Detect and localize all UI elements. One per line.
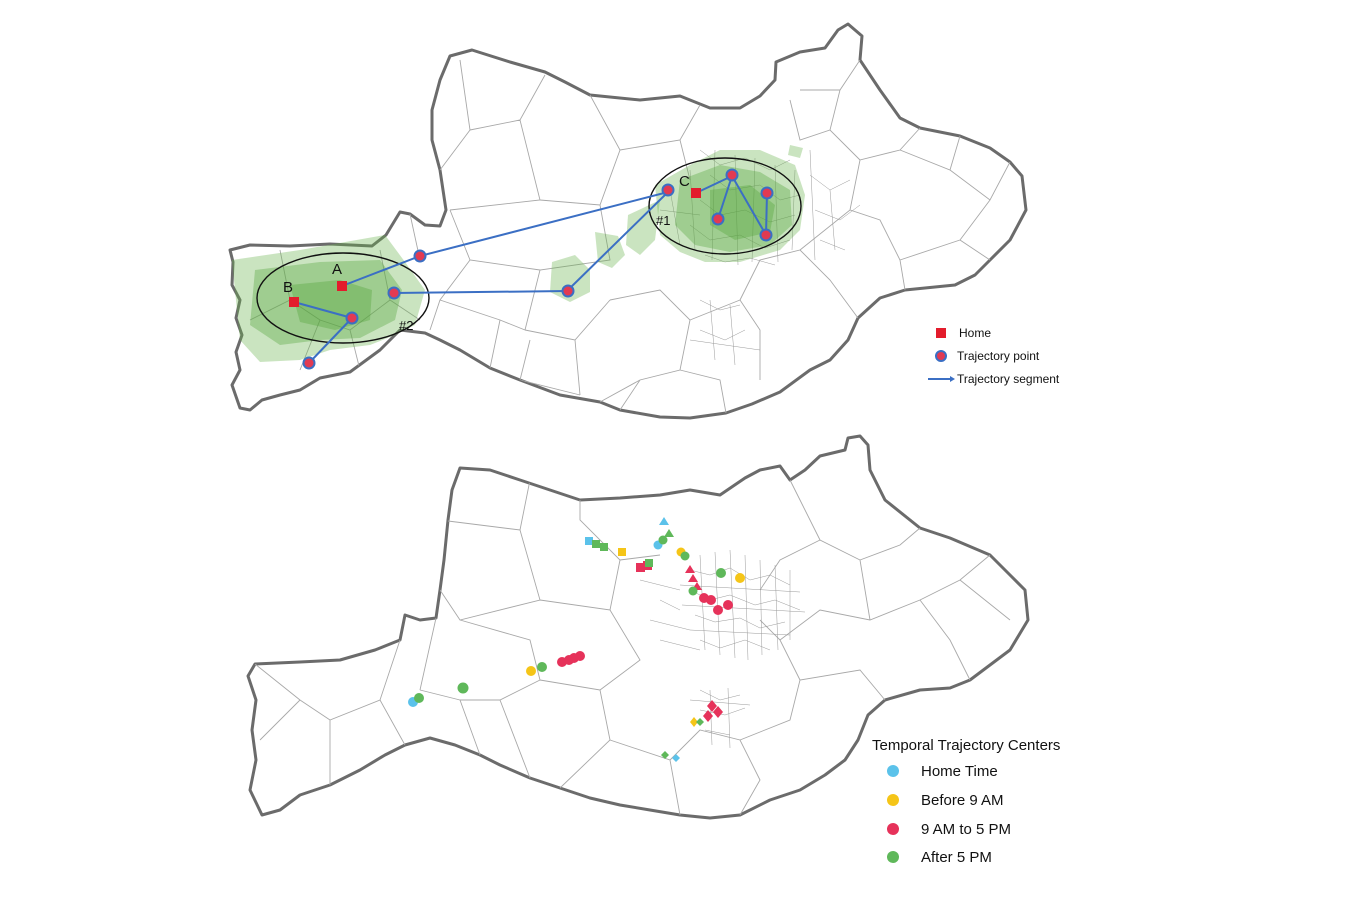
- legend-after-5pm-dot: [887, 851, 899, 863]
- top-legend: [928, 328, 955, 382]
- 9am-to-5pm-marker: [713, 605, 723, 615]
- legend-trajectory-point-icon: [935, 350, 947, 362]
- legend-trajectory-segment-label: Trajectory segment: [957, 372, 1060, 386]
- trajectory-points: [302, 168, 774, 370]
- trajectory-point: [345, 311, 359, 325]
- bottom-trajectory-centers: [408, 517, 745, 762]
- legend-home-time-label: Home Time: [921, 763, 998, 780]
- top-map: A B C #1 #2: [228, 22, 1028, 420]
- home-b-label: B: [283, 279, 293, 296]
- after-5pm-marker: [661, 751, 669, 759]
- after-5pm-marker: [658, 535, 668, 545]
- after-5pm-marker: [716, 568, 726, 578]
- bottom-region-outline: [246, 434, 1030, 820]
- home-a-marker: [337, 281, 347, 291]
- legend-home-label: Home: [959, 326, 992, 340]
- trajectory-point: [302, 356, 316, 370]
- legend-before-9am-label: Before 9 AM: [921, 792, 1004, 809]
- cluster-2-ellipse: [256, 252, 430, 344]
- trajectory-segments: [293, 175, 768, 364]
- 9am-to-5pm-marker: [575, 651, 585, 661]
- legend-9am-to-5pm-dot: [887, 823, 899, 835]
- bottom-legend-title: Temporal Trajectory Centers: [872, 737, 1061, 754]
- after-5pm-marker: [592, 540, 600, 548]
- trajectory-point: [661, 183, 675, 197]
- before-9am-marker: [526, 666, 536, 676]
- legend-home-icon: [936, 328, 946, 338]
- after-5pm-marker: [600, 543, 608, 551]
- trajectory-point: [725, 168, 739, 182]
- legend-before-9am-dot: [887, 794, 899, 806]
- after-5pm-marker: [696, 718, 704, 726]
- cluster-1-label: #1: [656, 213, 670, 228]
- 9am-to-5pm-marker: [685, 565, 695, 573]
- home-time-marker: [585, 537, 593, 545]
- before-9am-marker: [690, 717, 698, 727]
- legend-after-5pm-label: After 5 PM: [921, 849, 992, 866]
- after-5pm-marker: [680, 551, 690, 561]
- 9am-to-5pm-marker: [713, 706, 723, 718]
- bottom-legend-swatches: [887, 765, 899, 863]
- before-9am-marker: [618, 548, 626, 556]
- trajectory-point: [759, 228, 773, 242]
- home-a-label: A: [332, 261, 342, 278]
- home-time-marker: [659, 517, 669, 525]
- after-5pm-marker: [688, 586, 698, 596]
- before-9am-marker: [735, 573, 745, 583]
- 9am-to-5pm-marker: [707, 700, 717, 712]
- home-c-label: C: [679, 173, 690, 190]
- 9am-to-5pm-marker: [706, 595, 716, 605]
- cluster-1-ellipse: [648, 157, 802, 255]
- 9am-to-5pm-marker: [688, 574, 698, 582]
- trajectory-point: [387, 286, 401, 300]
- bottom-voronoi-cells: [254, 479, 1011, 816]
- after-5pm-marker: [457, 682, 469, 694]
- 9am-to-5pm-marker: [703, 710, 713, 722]
- trajectory-point: [711, 212, 725, 226]
- 9am-to-5pm-marker: [723, 600, 733, 610]
- after-5pm-marker: [664, 529, 674, 537]
- 9am-to-5pm-marker: [636, 563, 645, 572]
- trajectory-point: [561, 284, 575, 298]
- home-b-marker: [289, 297, 299, 307]
- bottom-map: [246, 434, 1030, 820]
- legend-trajectory-point-label: Trajectory point: [957, 349, 1040, 363]
- home-c-marker: [691, 188, 701, 198]
- after-5pm-marker: [537, 662, 547, 672]
- legend-9am-to-5pm-label: 9 AM to 5 PM: [921, 821, 1012, 838]
- home-time-marker: [672, 754, 680, 762]
- legend-home-time-dot: [887, 765, 899, 777]
- trajectory-point: [413, 249, 427, 263]
- after-5pm-marker: [645, 559, 653, 567]
- trajectory-point: [760, 186, 774, 200]
- after-5pm-marker: [414, 693, 424, 703]
- cluster-2-label: #2: [399, 318, 413, 333]
